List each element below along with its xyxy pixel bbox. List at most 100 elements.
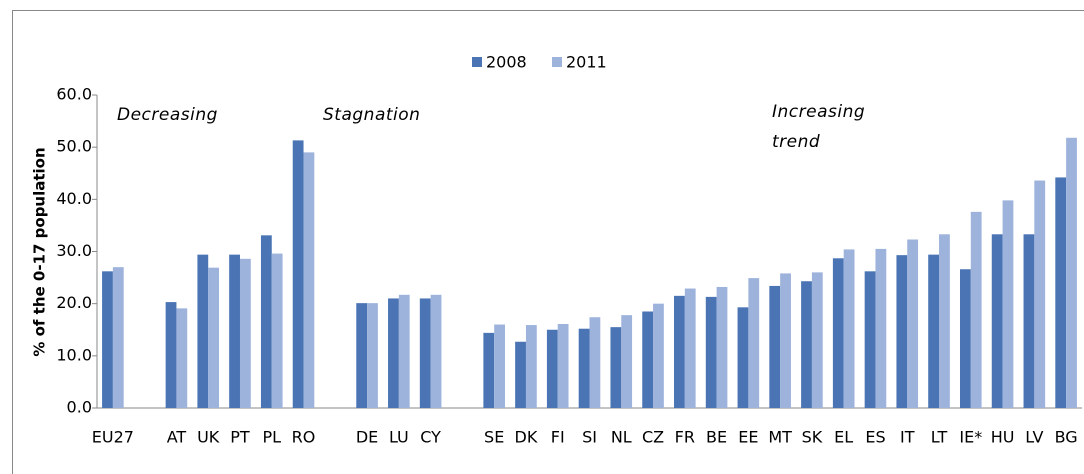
- y-tick-label: 10.0: [56, 345, 92, 364]
- bar: [907, 239, 919, 408]
- bar: [398, 294, 410, 408]
- x-tick-label: CZ: [642, 428, 664, 447]
- annotation: Stagnation: [323, 105, 421, 125]
- bar: [875, 248, 887, 408]
- legend-label: 2011: [566, 53, 607, 72]
- x-tick-label: EL: [834, 428, 853, 447]
- bar: [419, 298, 431, 408]
- x-tick-label: CY: [420, 428, 441, 447]
- x-tick-label: RO: [292, 428, 316, 447]
- bar: [674, 295, 685, 408]
- x-tick-label: LV: [1025, 428, 1043, 447]
- bar: [165, 302, 177, 408]
- x-tick-label: EE: [738, 428, 758, 447]
- x-tick-label: ES: [865, 428, 885, 447]
- y-tick-label: 50.0: [56, 137, 92, 156]
- x-tick-label: FR: [675, 428, 695, 447]
- bar: [642, 311, 654, 408]
- bar: [388, 298, 399, 408]
- bar: [208, 267, 220, 408]
- x-tick-label: EU27: [92, 428, 134, 447]
- bar: [705, 296, 717, 408]
- bar: [430, 294, 442, 408]
- bar: [832, 258, 844, 408]
- legend-swatch: [472, 57, 482, 67]
- legend-swatch: [552, 57, 562, 67]
- bar: [515, 341, 526, 408]
- x-tick-label: PL: [262, 428, 281, 447]
- y-tick-label: 20.0: [56, 293, 92, 312]
- x-tick-label: HU: [991, 428, 1015, 447]
- bar: [367, 303, 378, 408]
- bar: [970, 211, 982, 408]
- bar: [780, 273, 791, 408]
- bar: [494, 324, 505, 408]
- y-tick-label: 0.0: [67, 398, 92, 417]
- bar: [176, 308, 188, 408]
- bar: [610, 327, 622, 408]
- bar: [1023, 234, 1035, 408]
- x-tick-label: FI: [551, 428, 565, 447]
- bar: [197, 254, 209, 408]
- annotation: Decreasing: [117, 105, 218, 125]
- bar: [112, 267, 124, 408]
- x-tick-label: AT: [167, 428, 187, 447]
- bar: [653, 303, 664, 408]
- x-tick-label: LT: [931, 428, 948, 447]
- x-tick-label: IT: [900, 428, 915, 447]
- x-tick-label: SK: [802, 428, 823, 447]
- bar: [303, 152, 315, 408]
- x-tick-label: DK: [515, 428, 538, 447]
- bar: [896, 255, 908, 408]
- x-tick-label: IE*: [959, 428, 982, 447]
- bar: [1066, 137, 1077, 408]
- y-tick-label: 30.0: [56, 241, 92, 260]
- bar: [621, 315, 633, 408]
- bar: [959, 269, 971, 408]
- bar: [229, 254, 240, 408]
- bar: [239, 258, 251, 408]
- bar: [684, 288, 696, 408]
- x-tick-label: SE: [484, 428, 504, 447]
- x-tick-label: BG: [1055, 428, 1078, 447]
- x-tick-label: MT: [768, 428, 792, 447]
- bar: [260, 235, 272, 408]
- bar: [843, 249, 855, 408]
- bar: [557, 324, 569, 408]
- bar: [483, 332, 495, 408]
- bar: [991, 234, 1003, 408]
- bar: [1034, 180, 1046, 408]
- legend-label: 2008: [486, 53, 527, 72]
- x-tick-label: LU: [389, 428, 409, 447]
- bar: [1002, 200, 1014, 408]
- bar: [748, 278, 760, 408]
- bar: [939, 234, 950, 408]
- x-tick-label: BE: [706, 428, 727, 447]
- bar: [271, 253, 283, 408]
- bar: [525, 325, 537, 408]
- x-tick-label: SI: [582, 428, 597, 447]
- y-tick-label: 40.0: [56, 189, 92, 208]
- y-tick-label: 60.0: [56, 85, 92, 104]
- bar: [578, 328, 590, 408]
- bar: [801, 281, 812, 408]
- annotation: Increasing trend: [772, 102, 866, 152]
- x-tick-label: NL: [611, 428, 632, 447]
- y-axis-label: % of the 0-17 population: [31, 147, 49, 356]
- bar: [928, 254, 940, 408]
- bar: [546, 329, 558, 408]
- bar: [769, 285, 781, 408]
- bar: [292, 140, 304, 408]
- bar: [864, 271, 876, 408]
- bar: [811, 272, 823, 408]
- bar: [356, 303, 368, 408]
- x-tick-label: PT: [230, 428, 250, 447]
- bar: [589, 317, 601, 408]
- x-tick-label: UK: [197, 428, 220, 447]
- bar: [1055, 177, 1067, 408]
- x-tick-label: DE: [356, 428, 378, 447]
- bar: [737, 307, 749, 408]
- chart-border: [12, 10, 1084, 474]
